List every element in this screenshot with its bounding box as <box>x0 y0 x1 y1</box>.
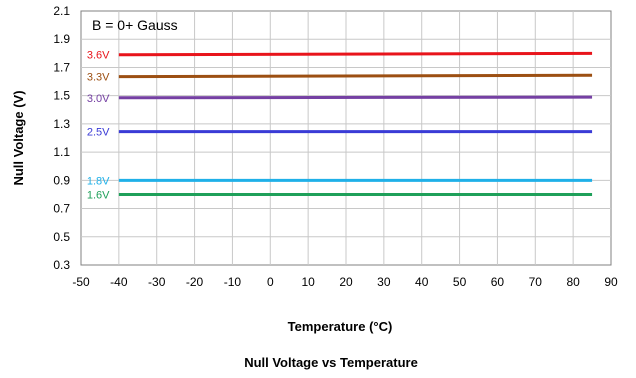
x-tick-label: 0 <box>267 275 274 289</box>
series-label: 1.6V <box>87 189 110 201</box>
y-tick-label: 0.7 <box>53 202 70 216</box>
x-tick-label: 50 <box>453 275 467 289</box>
x-tick-label: 20 <box>339 275 353 289</box>
series-label: 3.6V <box>87 50 110 62</box>
x-tick-label: 90 <box>604 275 618 289</box>
y-tick-label: 0.3 <box>53 258 70 272</box>
x-tick-label: -30 <box>148 275 166 289</box>
x-tick-labels: -50 -40 -30 -20 -10 0 10 20 30 40 50 60 70 80 90 <box>72 275 618 289</box>
x-tick-label: 80 <box>566 275 580 289</box>
series-lines <box>118 51 593 196</box>
y-tick-label: 1.7 <box>53 60 70 74</box>
x-tick-label: 10 <box>301 275 315 289</box>
x-tick-label: 60 <box>491 275 505 289</box>
series-line <box>118 51 593 57</box>
y-tick-label: 0.9 <box>53 173 70 187</box>
chart-title: Null Voltage vs Temperature <box>244 355 418 370</box>
x-tick-label: -20 <box>186 275 204 289</box>
series-label: 3.3V <box>87 72 110 84</box>
x-tick-label: -50 <box>72 275 90 289</box>
series-line <box>118 73 593 79</box>
series-label: 3.0V <box>87 93 110 105</box>
series-label: 2.5V <box>87 127 110 139</box>
x-tick-label: -10 <box>224 275 242 289</box>
field-annotation: B = 0+ Gauss <box>92 17 178 33</box>
y-tick-label: 1.1 <box>53 145 70 159</box>
y-tick-label: 1.5 <box>53 89 70 103</box>
series-label: 1.8V <box>87 175 110 187</box>
y-axis-title: Null Voltage (V) <box>11 90 26 185</box>
y-tick-label: 1.9 <box>53 32 70 46</box>
x-tick-label: 40 <box>415 275 429 289</box>
x-tick-label: 30 <box>377 275 391 289</box>
series-line <box>118 95 593 100</box>
y-tick-labels: 0.3 0.5 0.7 0.9 1.1 1.3 1.5 1.7 1.9 2.1 <box>53 4 70 272</box>
y-tick-label: 0.5 <box>53 230 70 244</box>
series-labels: 3.6V 3.3V 3.0V 2.5V 1.8V 1.6V <box>87 50 110 202</box>
y-tick-label: 2.1 <box>53 4 70 18</box>
x-tick-label: -40 <box>110 275 128 289</box>
x-tick-label: 70 <box>529 275 543 289</box>
y-tick-label: 1.3 <box>53 117 70 131</box>
x-axis-title: Temperature (°C) <box>288 319 393 334</box>
